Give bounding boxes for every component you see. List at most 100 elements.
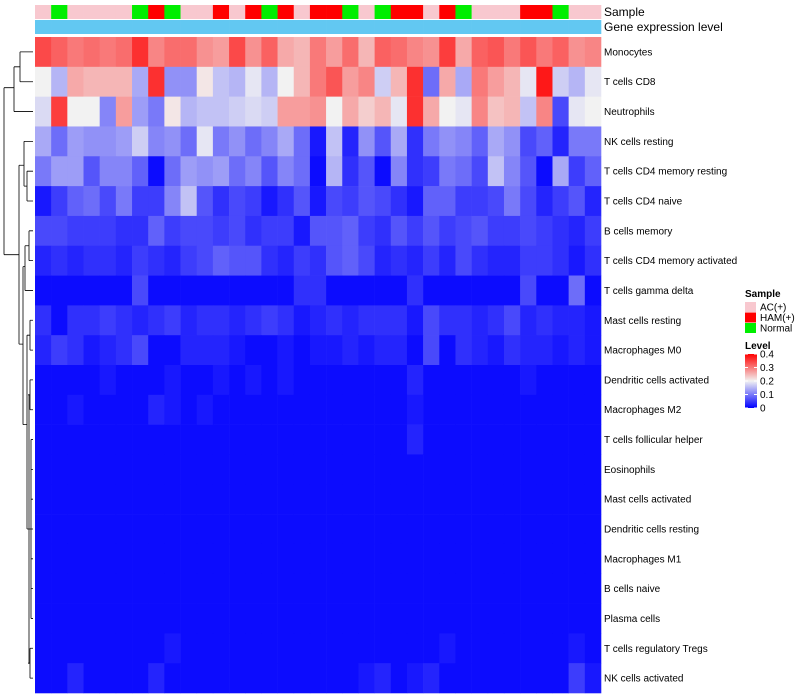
heatmap-cell: [99, 156, 117, 187]
heatmap-cell: [487, 663, 505, 694]
heatmap-cell: [390, 335, 408, 366]
heatmap-cell: [568, 156, 586, 187]
heatmap-cell: [212, 186, 230, 217]
heatmap-cell: [358, 365, 375, 396]
heatmap-cell: [261, 186, 278, 217]
heatmap-cell: [293, 66, 311, 97]
heatmap-cell: [390, 66, 408, 97]
heatmap-cell: [455, 365, 472, 396]
heatmap-cell: [536, 424, 553, 455]
heatmap-cell: [390, 96, 408, 127]
sample-annotation-cell: [503, 5, 521, 19]
heatmap-cell: [196, 543, 214, 575]
heatmap-cell: [487, 543, 505, 575]
heatmap-cell: [229, 514, 246, 545]
heatmap-cell: [67, 633, 84, 664]
heatmap-cell: [503, 543, 521, 575]
heatmap-cell: [245, 96, 262, 127]
heatmap-cell: [568, 305, 586, 336]
heatmap-cell: [164, 96, 181, 127]
heatmap-cell: [439, 245, 456, 276]
heatmap-cell: [229, 126, 246, 157]
dendrogram-branch: [3, 87, 19, 256]
heatmap-cell: [503, 186, 521, 217]
heatmap-cell: [568, 514, 586, 545]
heatmap-cell: [115, 156, 133, 187]
row-labels: Monocytes T cells CD8 Neutrophils NK cells …: [604, 47, 737, 684]
heatmap-cell: [293, 305, 311, 336]
heatmap-cell: [503, 514, 521, 545]
heatmap-cell: [358, 424, 375, 455]
heatmap-cell: [374, 275, 392, 306]
heatmap-cell: [180, 215, 198, 247]
heatmap-cell: [99, 245, 117, 276]
heatmap-cell: [196, 96, 214, 127]
heatmap-cell: [552, 96, 569, 127]
heatmap-cell: [439, 96, 456, 127]
expression-annotation-cell: [51, 20, 68, 34]
heatmap-cell: [471, 394, 489, 425]
heatmap-cell: [423, 126, 440, 157]
heatmap-cell: [552, 275, 569, 306]
heatmap-cell: [584, 305, 602, 336]
heatmap-cell: [552, 603, 569, 634]
heatmap-cell: [423, 215, 440, 247]
heatmap-cell: [245, 66, 262, 97]
heatmap-cell: [471, 66, 489, 97]
heatmap-cell: [536, 663, 553, 694]
heatmap-cell: [245, 663, 262, 694]
heatmap-cell: [471, 454, 489, 485]
heatmap-cell: [342, 305, 359, 336]
heatmap-cell: [99, 305, 117, 336]
expression-annotation-cell: [245, 20, 262, 34]
heatmap-cell: [568, 335, 586, 366]
expression-annotation-cell: [35, 20, 52, 34]
heatmap-cell: [390, 126, 408, 157]
heatmap-cell: [455, 663, 472, 694]
heatmap-cell: [520, 37, 537, 68]
heatmap-cell: [67, 394, 84, 425]
heatmap-cell: [115, 245, 133, 276]
heatmap-cell: [180, 484, 198, 515]
heatmap-cell: [83, 96, 100, 127]
heatmap-cell: [51, 156, 68, 187]
heatmap-cell: [406, 275, 424, 306]
dendrogram-branch: [30, 439, 33, 619]
heatmap-cell: [83, 275, 100, 306]
sample-annotation-cell: [83, 5, 100, 19]
heatmap-cell: [374, 633, 392, 664]
heatmap-cell: [212, 37, 230, 68]
heatmap-cell: [67, 365, 84, 396]
heatmap-cell: [487, 365, 505, 396]
heatmap-cell: [115, 573, 133, 604]
heatmap-cell: [584, 514, 602, 545]
heatmap-cell: [358, 514, 375, 545]
heatmap-cell: [520, 335, 537, 366]
heatmap-cell: [471, 633, 489, 664]
heatmap-cell: [584, 365, 602, 396]
sample-annotation-cell: [520, 5, 537, 19]
heatmap-cell: [180, 454, 198, 485]
heatmap-cell: [406, 156, 424, 187]
heatmap-cell: [390, 186, 408, 217]
heatmap-cell: [358, 275, 375, 306]
dendrogram-branch: [26, 334, 30, 530]
heatmap-cell: [115, 66, 133, 97]
heatmap-cell: [180, 96, 198, 127]
heatmap-cell: [568, 275, 586, 306]
heatmap-cell: [568, 543, 586, 575]
legend-level-title: Level: [745, 341, 771, 352]
heatmap-cell: [83, 454, 100, 485]
heatmap-cell: [487, 96, 505, 127]
heatmap-cell: [277, 186, 295, 217]
heatmap-cell: [487, 454, 505, 485]
heatmap-cell: [115, 96, 133, 127]
heatmap-cell: [584, 335, 602, 366]
heatmap-cell: [552, 484, 569, 515]
sample-annotation-cell: [552, 5, 569, 19]
heatmap-cell: [536, 394, 553, 425]
heatmap-cell: [536, 66, 553, 97]
heatmap-cell: [196, 454, 214, 485]
heatmap-cells: [35, 37, 602, 694]
heatmap-cell: [439, 663, 456, 694]
